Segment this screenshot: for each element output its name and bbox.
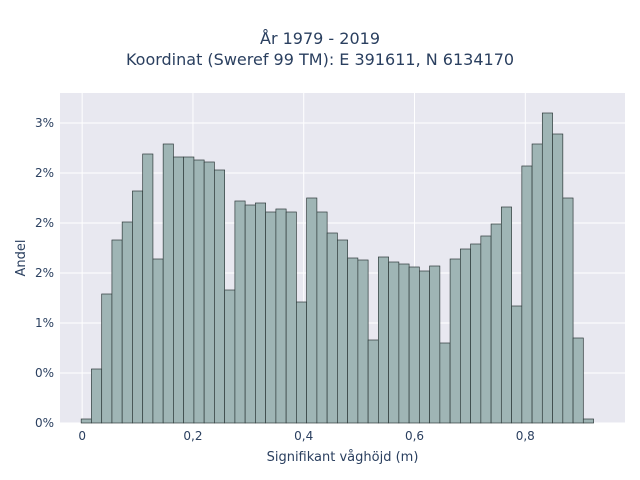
histogram-bar xyxy=(101,293,113,424)
histogram-bar xyxy=(80,418,92,424)
histogram-bar xyxy=(203,161,215,424)
histogram-bar xyxy=(121,221,133,424)
y-tick-label: 0% xyxy=(35,366,54,380)
histogram-bar xyxy=(562,197,574,424)
histogram-bar xyxy=(214,169,226,424)
histogram-bar xyxy=(552,133,564,424)
histogram-bar xyxy=(408,266,420,424)
histogram-bar xyxy=(132,190,144,424)
y-axis-label: Andel xyxy=(14,240,29,277)
histogram-bar xyxy=(162,143,174,424)
y-tick-label: 2% xyxy=(35,216,54,230)
histogram-bar xyxy=(429,265,441,424)
histogram-bar xyxy=(500,206,512,424)
histogram-bar xyxy=(388,261,400,424)
histogram-bar xyxy=(419,270,430,424)
histogram-bar xyxy=(470,243,482,424)
chart-subtitle: Koordinat (Sweref 99 TM): E 391611, N 61… xyxy=(125,50,515,69)
histogram-bar xyxy=(111,239,123,424)
x-tick-label: 0,6 xyxy=(405,429,424,443)
histogram-bar xyxy=(255,202,266,424)
bars xyxy=(80,112,594,424)
histogram-bar xyxy=(275,208,287,424)
histogram-bar xyxy=(449,258,461,424)
histogram-bar xyxy=(152,258,164,424)
x-tick-label: 0,8 xyxy=(516,429,535,443)
histogram-bar xyxy=(306,197,318,424)
histogram-bar xyxy=(142,153,154,424)
histogram-bar xyxy=(490,223,502,424)
histogram-bar xyxy=(244,204,256,424)
chart-title: År 1979 - 2019 xyxy=(260,29,380,48)
histogram-bar xyxy=(398,263,410,424)
histogram-bar xyxy=(265,211,277,424)
histogram-bar xyxy=(439,342,451,424)
histogram-bar xyxy=(378,256,389,424)
histogram-bar xyxy=(285,211,297,424)
histogram-bar xyxy=(367,339,379,424)
histogram-bar xyxy=(572,337,584,424)
y-axis-ticks: 0% 0% 1% 2% 2% 2% 3% xyxy=(35,116,54,430)
x-axis-label: Signifikant våghöjd (m) xyxy=(267,450,419,465)
histogram-bar xyxy=(521,165,533,424)
histogram-bar xyxy=(224,289,236,424)
y-tick-label: 2% xyxy=(35,166,54,180)
histogram-bar xyxy=(459,248,471,424)
histogram-bar xyxy=(91,368,103,424)
x-tick-label: 0,2 xyxy=(183,429,202,443)
histogram-bar xyxy=(347,257,359,424)
x-tick-label: 0 xyxy=(78,429,86,443)
histogram-bar xyxy=(234,200,246,424)
histogram-bar xyxy=(193,159,205,424)
x-tick-label: 0,4 xyxy=(294,429,313,443)
histogram-bar xyxy=(541,112,553,424)
histogram-bar xyxy=(357,259,369,424)
histogram-bar xyxy=(337,239,348,424)
y-tick-label: 0% xyxy=(35,416,54,430)
histogram-bar xyxy=(316,211,328,424)
histogram-bar xyxy=(480,235,492,424)
chart-title-block: År 1979 - 2019 Koordinat (Sweref 99 TM):… xyxy=(0,28,640,70)
histogram-bar xyxy=(326,232,338,424)
histogram-bar xyxy=(296,301,307,424)
histogram-bar xyxy=(511,305,523,424)
y-tick-label: 3% xyxy=(35,116,54,130)
histogram-bar xyxy=(183,156,195,424)
y-tick-label: 1% xyxy=(35,316,54,330)
y-tick-label: 2% xyxy=(35,266,54,280)
histogram-bar xyxy=(582,418,594,424)
x-axis-ticks: 0 0,2 0,4 0,6 0,8 xyxy=(78,429,535,443)
histogram-bar xyxy=(173,156,185,424)
histogram-bar xyxy=(531,143,543,424)
